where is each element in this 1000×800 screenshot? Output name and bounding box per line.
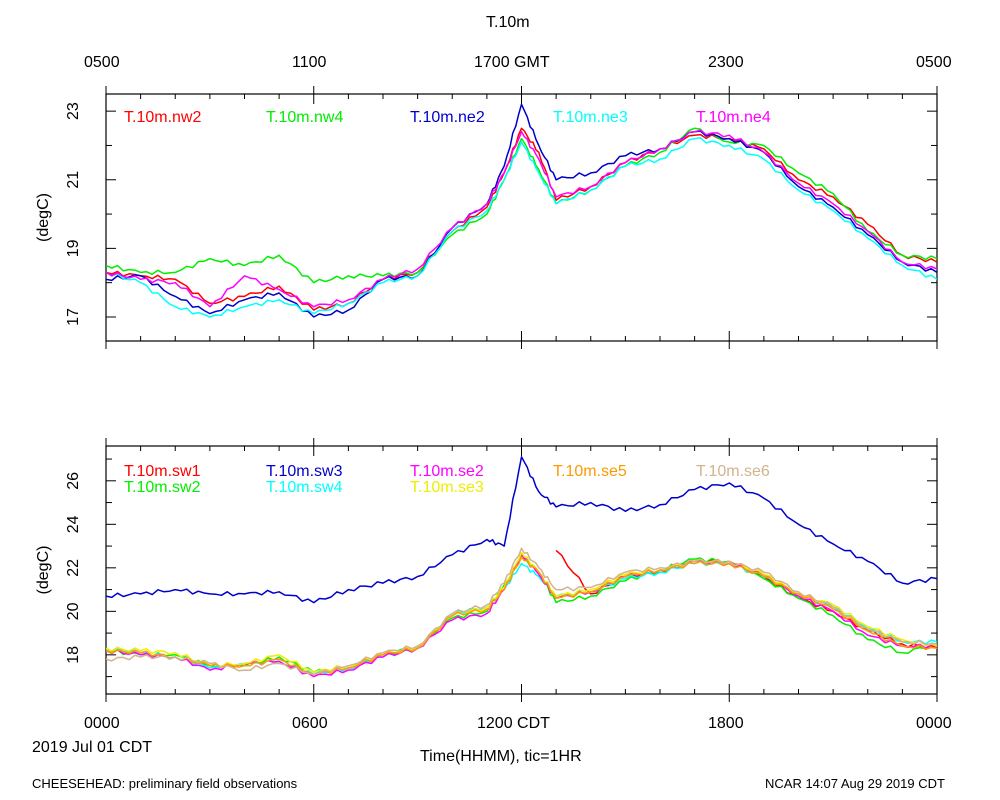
top-tick-0: 0500: [84, 54, 120, 71]
legend-entry-T.10m.ne3: T.10m.ne3: [553, 109, 628, 126]
series-line-T.10m.ne2: [106, 103, 937, 318]
legend-entry-T.10m.ne4: T.10m.ne4: [696, 109, 771, 126]
x-axis-label: Time(HHMM), tic=1HR: [420, 748, 582, 765]
bottom-tick-2: 1200 CDT: [477, 715, 550, 732]
top-y-tick-label: 23: [65, 102, 82, 120]
legend-entry-T.10m.se5: T.10m.se5: [553, 463, 627, 480]
top-tick-2: 1700 GMT: [474, 54, 550, 71]
legend-entry-T.10m.ne2: T.10m.ne2: [410, 109, 485, 126]
bottom-plot-frame: [105, 445, 938, 695]
top-panel: 17 19 21 23 (degC) T.10m.nw2 T.10m.nw4 T.10m.ne…: [35, 86, 938, 349]
bottom-y-tick-label: 20: [65, 602, 82, 620]
bottom-y-tick-label: 18: [65, 646, 82, 664]
bottom-tick-3: 1800: [708, 715, 744, 732]
series-line-T.10m.sw3: [106, 456, 937, 604]
legend-entry-T.10m.sw3: T.10m.sw3: [266, 463, 343, 480]
bottom-y-axis-label: (degC): [35, 546, 52, 595]
top-y-tick-label: 17: [65, 308, 82, 326]
bottom-tick-4: 0000: [916, 715, 952, 732]
legend-entry-T.10m.nw2: T.10m.nw2: [124, 109, 201, 126]
series-line-T.10m.se6: [106, 547, 937, 676]
top-title: T.10m: [486, 14, 530, 31]
top-y-tick-label: 21: [65, 171, 82, 189]
top-tick-4: 0500: [916, 54, 952, 71]
bottom-tick-1: 0600: [292, 715, 328, 732]
top-tick-1: 1100: [292, 54, 327, 71]
series-line-T.10m.ne3: [106, 136, 937, 318]
bottom-y-tick-label: 22: [65, 559, 82, 577]
legend-entry-T.10m.nw4: T.10m.nw4: [266, 109, 343, 126]
legend-entry-T.10m.sw1: T.10m.sw1: [124, 463, 201, 480]
series-line-T.10m.se5: [106, 556, 937, 676]
series-line-T.10m.sw2: [106, 556, 937, 673]
series-line-T.10m.nw4: [106, 127, 937, 284]
top-y-tick-label: 19: [65, 239, 82, 257]
date-label: 2019 Jul 01 CDT: [32, 739, 153, 756]
series-line-T.10m.nw2: [106, 127, 937, 311]
footer-left: CHEESEHEAD: preliminary field observatio…: [32, 776, 298, 791]
legend-entry-T.10m.se6: T.10m.se6: [696, 463, 770, 480]
series-line-T.10m.ne4: [106, 129, 937, 308]
legend-entry-T.10m.se2: T.10m.se2: [410, 463, 484, 480]
legend-entry-T.10m.sw4: T.10m.sw4: [266, 479, 343, 496]
legend-entry-T.10m.se3: T.10m.se3: [410, 479, 484, 496]
bottom-y-tick-label: 24: [65, 515, 82, 533]
bottom-tick-0: 0000: [84, 715, 120, 732]
series-line-T.10m.se2: [106, 554, 937, 678]
series-line-T.10m.sw4: [106, 560, 937, 676]
top-y-axis-label: (degC): [35, 193, 52, 242]
footer-right: NCAR 14:07 Aug 29 2019 CDT: [765, 776, 945, 791]
bottom-y-tick-label: 26: [65, 472, 82, 490]
series-line-T.10m.se3: [106, 551, 937, 673]
legend-entry-T.10m.sw2: T.10m.sw2: [124, 479, 201, 496]
top-tick-3: 2300: [708, 54, 744, 71]
